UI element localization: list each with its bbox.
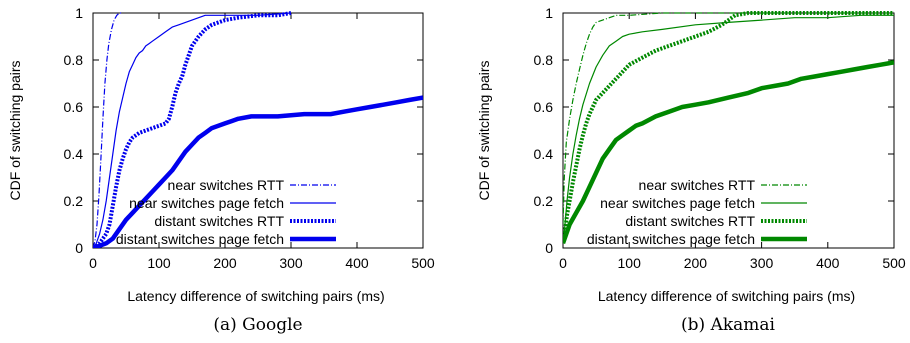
chart-panel-1: 0 100 200 300 400 500 0 0.2 0.4 0.6 0.8 1 Latency di… <box>7 5 435 335</box>
y-tick-label: 0.4 <box>534 146 554 162</box>
series-line-3 <box>93 11 292 248</box>
x-axis-label: Latency difference of switching pairs (m… <box>598 288 855 304</box>
series-line-2 <box>93 12 292 248</box>
panel-caption: (b) Akamai <box>681 315 776 335</box>
x-tick-label: 0 <box>559 255 567 271</box>
x-tick-label: 200 <box>213 255 237 271</box>
legend-label: near switches RTT <box>639 177 756 193</box>
series-line-2 <box>563 14 894 244</box>
y-tick-label: 0.6 <box>64 99 84 115</box>
y-tick-label: 0 <box>545 240 553 256</box>
x-tick-label: 500 <box>882 255 906 271</box>
x-tick-label: 100 <box>147 255 171 271</box>
series-line-4 <box>93 95 423 248</box>
legend-label: distant switches RTT <box>625 213 755 229</box>
x-tick-label: 400 <box>816 255 840 271</box>
y-tick-label: 0.2 <box>64 193 84 209</box>
legend-label: distant switches page fetch <box>587 231 755 247</box>
y-axis-label: CDF of switching pairs <box>476 60 492 200</box>
y-tick-label: 0 <box>75 240 83 256</box>
series-line-1 <box>563 12 894 225</box>
x-axis-label: Latency difference of switching pairs (m… <box>127 288 384 304</box>
legend: near switches RTT near switches page fetc… <box>587 177 807 247</box>
x-tick-label: 0 <box>89 255 97 271</box>
legend-label: near switches page fetch <box>600 195 755 211</box>
x-tick-label: 200 <box>684 255 708 271</box>
plot-frame <box>92 12 424 249</box>
legend-label: distant switches page fetch <box>116 231 284 247</box>
panel-caption: (a) Google <box>213 315 302 335</box>
y-axis-label: CDF of switching pairs <box>7 60 23 200</box>
legend-label: near switches page fetch <box>129 195 284 211</box>
series-line-4 <box>563 60 894 245</box>
x-tick-label: 300 <box>279 255 303 271</box>
y-tick-label: 0.8 <box>64 52 84 68</box>
y-tick-label: 1 <box>75 5 83 21</box>
chart-panel-2: 0 100 200 300 400 500 0 0.2 0.4 0.6 0.8 1 Latency di… <box>476 5 906 335</box>
x-tick-label: 500 <box>411 255 435 271</box>
legend-label: near switches RTT <box>168 177 285 193</box>
y-tick-label: 0.4 <box>64 146 84 162</box>
y-tick-label: 0.2 <box>534 193 554 209</box>
y-tick-label: 0.6 <box>534 99 554 115</box>
x-tick-label: 400 <box>345 255 369 271</box>
plot-frame <box>562 12 895 249</box>
legend-label: distant switches RTT <box>154 213 284 229</box>
x-tick-label: 300 <box>750 255 774 271</box>
legend: near switches RTT near switches page fetc… <box>116 177 336 247</box>
y-tick-label: 1 <box>545 5 553 21</box>
y-tick-label: 0.8 <box>534 52 554 68</box>
x-tick-label: 100 <box>618 255 642 271</box>
series-line-1 <box>93 12 123 248</box>
